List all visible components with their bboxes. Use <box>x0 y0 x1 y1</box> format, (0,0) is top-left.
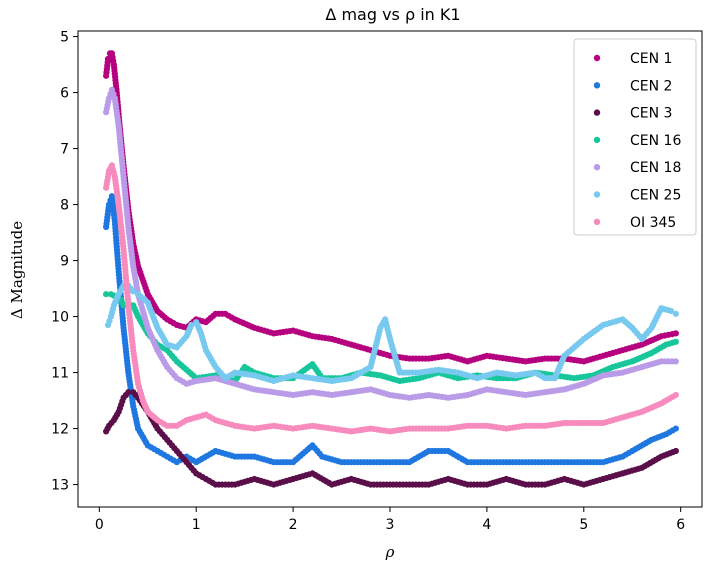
y-tick-label: 13 <box>51 478 69 494</box>
x-tick-label: 6 <box>676 517 685 533</box>
data-point <box>672 447 679 455</box>
y-tick-label: 10 <box>51 310 69 326</box>
x-tick-label: 3 <box>386 517 395 533</box>
chart-title: Δ mag vs ρ in K1 <box>325 5 460 24</box>
y-tick-label: 7 <box>60 142 69 158</box>
x-axis: 0 1 2 3 4 5 6 <box>95 507 685 533</box>
legend-label: CEN 1 <box>630 51 672 67</box>
legend-marker <box>593 109 601 116</box>
data-point <box>672 425 679 432</box>
y-tick-label: 9 <box>60 254 69 270</box>
x-tick-label: 0 <box>95 517 104 533</box>
series-cen-18 <box>102 86 679 401</box>
legend-marker <box>593 218 601 225</box>
legend-box <box>573 38 697 236</box>
y-axis-label: Δ Magnitude <box>8 221 26 319</box>
x-tick-label: 2 <box>289 517 298 533</box>
legend-marker <box>593 136 601 144</box>
data-point <box>667 307 675 315</box>
legend-label: CEN 18 <box>630 160 681 176</box>
plot-frame <box>77 30 703 508</box>
y-axis: 5 6 7 8 9 10 11 12 13 <box>51 30 78 494</box>
data-point <box>120 302 127 309</box>
legend: CEN 1 CEN 2 CEN 3 CEN 16 CEN 18 CEN 25 OI 345 <box>573 38 697 236</box>
y-tick-label: 5 <box>60 30 69 46</box>
legend-marker <box>593 191 601 198</box>
series-oi-345 <box>102 162 679 435</box>
data-point <box>672 358 679 365</box>
legend-label: CEN 3 <box>630 106 672 122</box>
legend-label: CEN 25 <box>630 188 681 204</box>
data-point <box>672 310 679 317</box>
legend-label: CEN 16 <box>630 133 681 149</box>
data-point <box>130 288 137 295</box>
plot-area <box>102 50 679 488</box>
data-point <box>125 389 132 396</box>
x-tick-label: 4 <box>482 517 491 533</box>
legend-marker <box>593 54 601 62</box>
data-point <box>672 338 679 345</box>
y-tick-label: 8 <box>60 198 69 214</box>
legend-marker <box>593 82 601 89</box>
series-cen-2 <box>102 193 679 466</box>
x-axis-label: ρ <box>385 543 395 561</box>
legend-label: CEN 2 <box>630 78 672 94</box>
series-cen-3 <box>102 389 679 488</box>
y-tick-label: 6 <box>60 86 69 102</box>
series-cen-25 <box>104 282 679 385</box>
data-point <box>188 321 195 329</box>
y-tick-label: 11 <box>51 366 69 382</box>
data-point <box>672 391 679 399</box>
x-tick-label: 1 <box>192 517 201 533</box>
y-tick-label: 12 <box>51 422 69 438</box>
x-tick-label: 5 <box>579 517 588 533</box>
data-point <box>102 291 110 298</box>
legend-marker <box>593 164 601 171</box>
data-point <box>672 330 679 337</box>
legend-label: OI 345 <box>630 215 676 231</box>
